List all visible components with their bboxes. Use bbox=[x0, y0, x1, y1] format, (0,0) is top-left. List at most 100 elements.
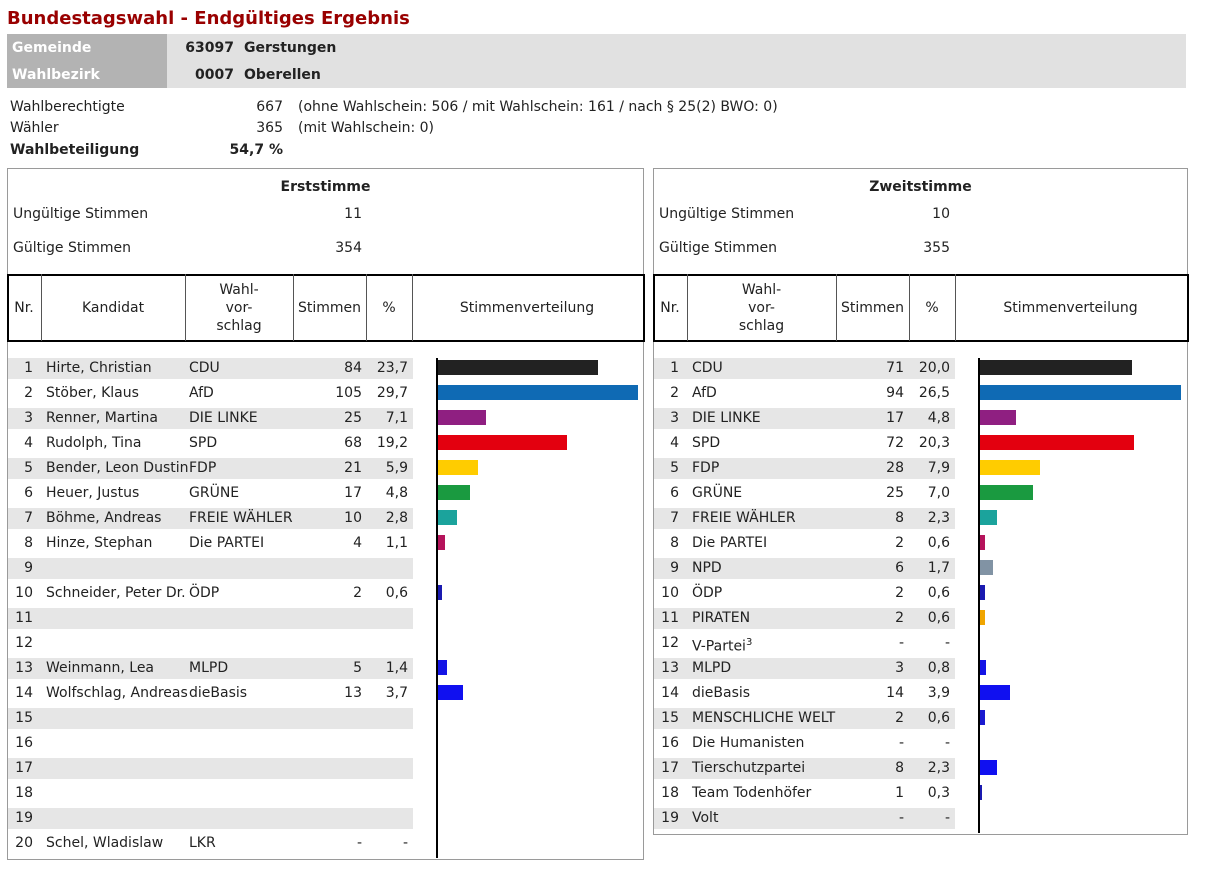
row-percent: 20,0 bbox=[918, 360, 950, 376]
row-percent: 26,5 bbox=[918, 385, 950, 401]
row-candidate: Rudolph, Tina bbox=[46, 435, 142, 451]
row-percent: 3,7 bbox=[385, 685, 408, 701]
column-header-line: vor- bbox=[225, 299, 253, 316]
row-nr: 19 bbox=[661, 810, 679, 826]
row-votes: 6 bbox=[895, 560, 904, 576]
bar bbox=[438, 685, 463, 700]
bar bbox=[438, 460, 478, 475]
row-nr: 10 bbox=[15, 585, 33, 601]
row-nr: 14 bbox=[661, 685, 679, 701]
row-nr: 16 bbox=[661, 735, 679, 751]
row-nr: 2 bbox=[670, 385, 679, 401]
row-nr: 6 bbox=[24, 485, 33, 501]
row-nr: 15 bbox=[15, 710, 33, 726]
panel-box bbox=[653, 168, 1188, 835]
row-percent: 23,7 bbox=[376, 360, 408, 376]
bar bbox=[438, 660, 448, 675]
table-header bbox=[653, 274, 1189, 342]
info-code: 63097 bbox=[185, 40, 234, 56]
row-votes: 94 bbox=[886, 385, 904, 401]
row-candidate: Schneider, Peter Dr. bbox=[46, 585, 186, 601]
row-percent: 4,8 bbox=[385, 485, 408, 501]
row-nr: 14 bbox=[15, 685, 33, 701]
row-shade bbox=[654, 658, 955, 679]
row-nr: 4 bbox=[670, 435, 679, 451]
row-shade bbox=[654, 758, 955, 779]
column-divider bbox=[185, 274, 186, 341]
row-percent: - bbox=[944, 810, 950, 826]
row-votes: 2 bbox=[895, 610, 904, 626]
bar bbox=[980, 535, 985, 550]
row-party: GRÜNE bbox=[692, 485, 743, 501]
row-nr: 19 bbox=[15, 810, 33, 826]
row-party: PIRATEN bbox=[692, 610, 751, 626]
row-nr: 13 bbox=[661, 660, 679, 676]
column-header: % bbox=[382, 299, 396, 316]
column-header: Wahl-vor-schlag bbox=[185, 274, 293, 341]
panel-box bbox=[7, 168, 644, 860]
row-nr: 18 bbox=[15, 785, 33, 801]
summary-note: (mit Wahlschein: 0) bbox=[298, 120, 434, 136]
column-header: Nr. bbox=[14, 299, 34, 316]
row-votes: - bbox=[356, 835, 362, 851]
row-votes: 28 bbox=[886, 460, 904, 476]
summary-note: (ohne Wahlschein: 506 / mit Wahlschein: … bbox=[298, 99, 778, 115]
bar bbox=[980, 385, 1181, 400]
row-party: ÖDP bbox=[692, 585, 723, 601]
info-label-band bbox=[7, 34, 167, 88]
row-party: MLPD bbox=[692, 660, 732, 676]
row-party: LKR bbox=[189, 835, 216, 851]
row-shade bbox=[654, 458, 955, 479]
row-party: AfD bbox=[189, 385, 214, 401]
summary-value: 667 bbox=[256, 99, 283, 115]
column-header: Stimmen bbox=[840, 299, 905, 316]
column-header: Stimmenverteilung bbox=[1003, 299, 1138, 316]
row-votes: 2 bbox=[895, 710, 904, 726]
row-candidate: Stöber, Klaus bbox=[46, 385, 139, 401]
row-party: DIE LINKE bbox=[189, 410, 258, 426]
row-shade bbox=[8, 408, 413, 429]
row-party: SPD bbox=[189, 435, 218, 451]
bar bbox=[980, 360, 1132, 375]
row-party: DIE LINKE bbox=[692, 410, 761, 426]
stat-value: 11 bbox=[344, 206, 362, 222]
row-nr: 11 bbox=[15, 610, 33, 626]
row-nr: 12 bbox=[661, 635, 679, 651]
row-nr: 9 bbox=[670, 560, 679, 576]
row-party: Team Todenhöfer bbox=[692, 785, 812, 801]
row-nr: 9 bbox=[24, 560, 33, 576]
row-votes: 10 bbox=[344, 510, 362, 526]
row-party: FREIE WÄHLER bbox=[692, 510, 796, 526]
row-candidate: Weinmann, Lea bbox=[46, 660, 155, 676]
info-label: Wahlbezirk bbox=[12, 67, 100, 83]
summary-label: Wähler bbox=[10, 120, 59, 136]
row-nr: 3 bbox=[24, 410, 33, 426]
bar bbox=[980, 710, 985, 725]
bar bbox=[980, 560, 993, 575]
row-shade bbox=[8, 558, 413, 579]
row-nr: 15 bbox=[661, 710, 679, 726]
row-nr: 5 bbox=[670, 460, 679, 476]
row-party: dieBasis bbox=[189, 685, 248, 701]
bar bbox=[438, 410, 486, 425]
row-percent: 3,9 bbox=[927, 685, 950, 701]
row-shade bbox=[654, 408, 955, 429]
row-party: V-Partei3 bbox=[692, 637, 753, 655]
column-divider bbox=[412, 274, 413, 341]
row-candidate: Bender, Leon Dustin bbox=[46, 460, 189, 476]
row-shade bbox=[654, 558, 955, 579]
column-divider bbox=[41, 274, 42, 341]
column-header: Nr. bbox=[660, 299, 680, 316]
row-votes: 17 bbox=[886, 410, 904, 426]
column-header-line: schlag bbox=[216, 317, 262, 334]
bar bbox=[980, 685, 1010, 700]
bar-axis bbox=[978, 358, 980, 833]
stat-value: 354 bbox=[335, 240, 362, 256]
row-nr: 6 bbox=[670, 485, 679, 501]
row-candidate: Schel, Wladislaw bbox=[46, 835, 164, 851]
row-votes: 3 bbox=[895, 660, 904, 676]
bar bbox=[438, 360, 598, 375]
info-name: Gerstungen bbox=[244, 40, 337, 56]
panel-title: Erststimme bbox=[280, 179, 371, 195]
row-party: FDP bbox=[189, 460, 217, 476]
